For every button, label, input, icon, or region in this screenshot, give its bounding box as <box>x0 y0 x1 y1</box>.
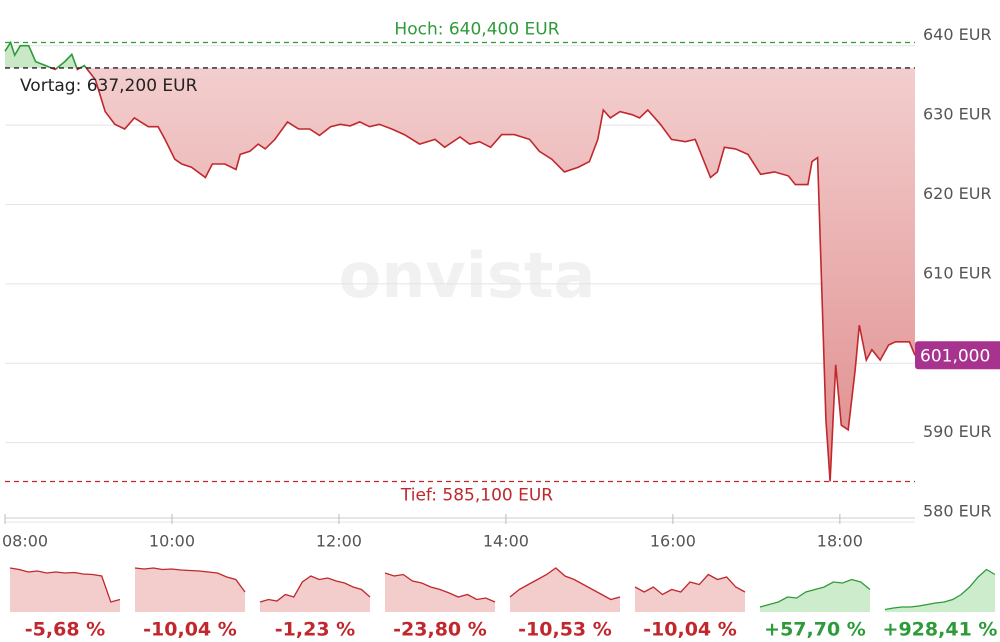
last-price-label: 601,000 <box>920 346 990 366</box>
spark-area <box>635 574 745 612</box>
spark-area <box>260 576 370 612</box>
spark-area <box>10 568 120 612</box>
change-label: -10,04 % <box>143 619 237 641</box>
spark-area <box>135 568 245 612</box>
change-label: -23,80 % <box>393 619 487 641</box>
change-label: +928,41 % <box>883 619 998 641</box>
y-tick-label: 630 EUR <box>923 105 992 124</box>
spark-area <box>885 569 995 612</box>
x-tick-label: 14:00 <box>483 532 529 551</box>
x-tick-label: 16:00 <box>650 532 696 551</box>
spark-line <box>384 572 496 603</box>
x-tick-label: 12:00 <box>316 532 362 551</box>
change-label: +57,70 % <box>764 619 866 641</box>
change-label: -10,53 % <box>518 619 612 641</box>
area-down <box>5 67 915 482</box>
last-price-badge <box>915 341 1000 370</box>
y-tick-label: 620 EUR <box>923 184 992 203</box>
x-tick-label: 10:00 <box>149 532 195 551</box>
spark-area <box>760 579 870 612</box>
spark-line <box>259 575 371 603</box>
spark-area <box>510 568 620 612</box>
high-label: Hoch: 640,400 EUR <box>394 20 559 40</box>
change-label: -10,04 % <box>643 619 737 641</box>
y-tick-label: 580 EUR <box>923 502 992 521</box>
x-tick-label: 18:00 <box>817 532 863 551</box>
change-label: -1,23 % <box>275 619 355 641</box>
spark-line <box>884 568 996 611</box>
y-tick-label: 640 EUR <box>923 25 992 44</box>
spark-line <box>9 567 121 603</box>
spark-line <box>634 573 746 596</box>
price-line <box>49 67 916 482</box>
change-label: -5,68 % <box>25 619 105 641</box>
low-label: Tief: 585,100 EUR <box>400 486 553 506</box>
spark-line <box>759 578 871 608</box>
previous_close-label: Vortag: 637,200 EUR <box>20 76 198 96</box>
spark-line <box>509 567 621 601</box>
y-tick-label: 590 EUR <box>923 422 992 441</box>
x-tick-label: 08:00 <box>2 532 48 551</box>
y-tick-label: 610 EUR <box>923 263 992 282</box>
spark-area <box>385 573 495 612</box>
spark-line <box>134 567 246 593</box>
watermark: onvista <box>339 239 596 312</box>
